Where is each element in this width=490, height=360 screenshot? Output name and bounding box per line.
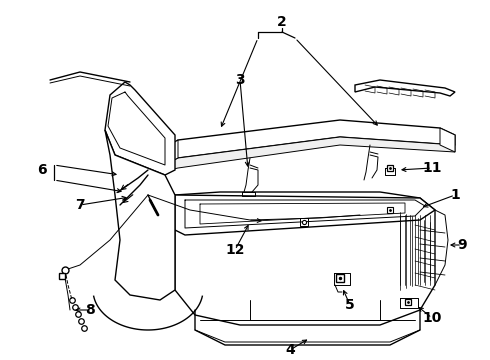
Text: 3: 3 <box>235 73 245 87</box>
Text: 2: 2 <box>277 15 287 29</box>
Text: 8: 8 <box>85 303 95 317</box>
Polygon shape <box>170 120 455 162</box>
Text: 6: 6 <box>37 163 47 177</box>
Text: 5: 5 <box>345 298 355 312</box>
Polygon shape <box>170 137 455 170</box>
Text: 7: 7 <box>75 198 85 212</box>
Text: 9: 9 <box>457 238 467 252</box>
Polygon shape <box>105 130 175 300</box>
Text: 11: 11 <box>422 161 442 175</box>
Polygon shape <box>440 128 455 152</box>
Polygon shape <box>175 192 435 325</box>
Polygon shape <box>355 80 455 96</box>
Text: 12: 12 <box>225 243 245 257</box>
Text: 10: 10 <box>422 311 441 325</box>
Polygon shape <box>105 82 175 175</box>
Text: 4: 4 <box>285 343 295 357</box>
Polygon shape <box>170 140 178 162</box>
Text: 1: 1 <box>450 188 460 202</box>
Polygon shape <box>175 195 435 235</box>
